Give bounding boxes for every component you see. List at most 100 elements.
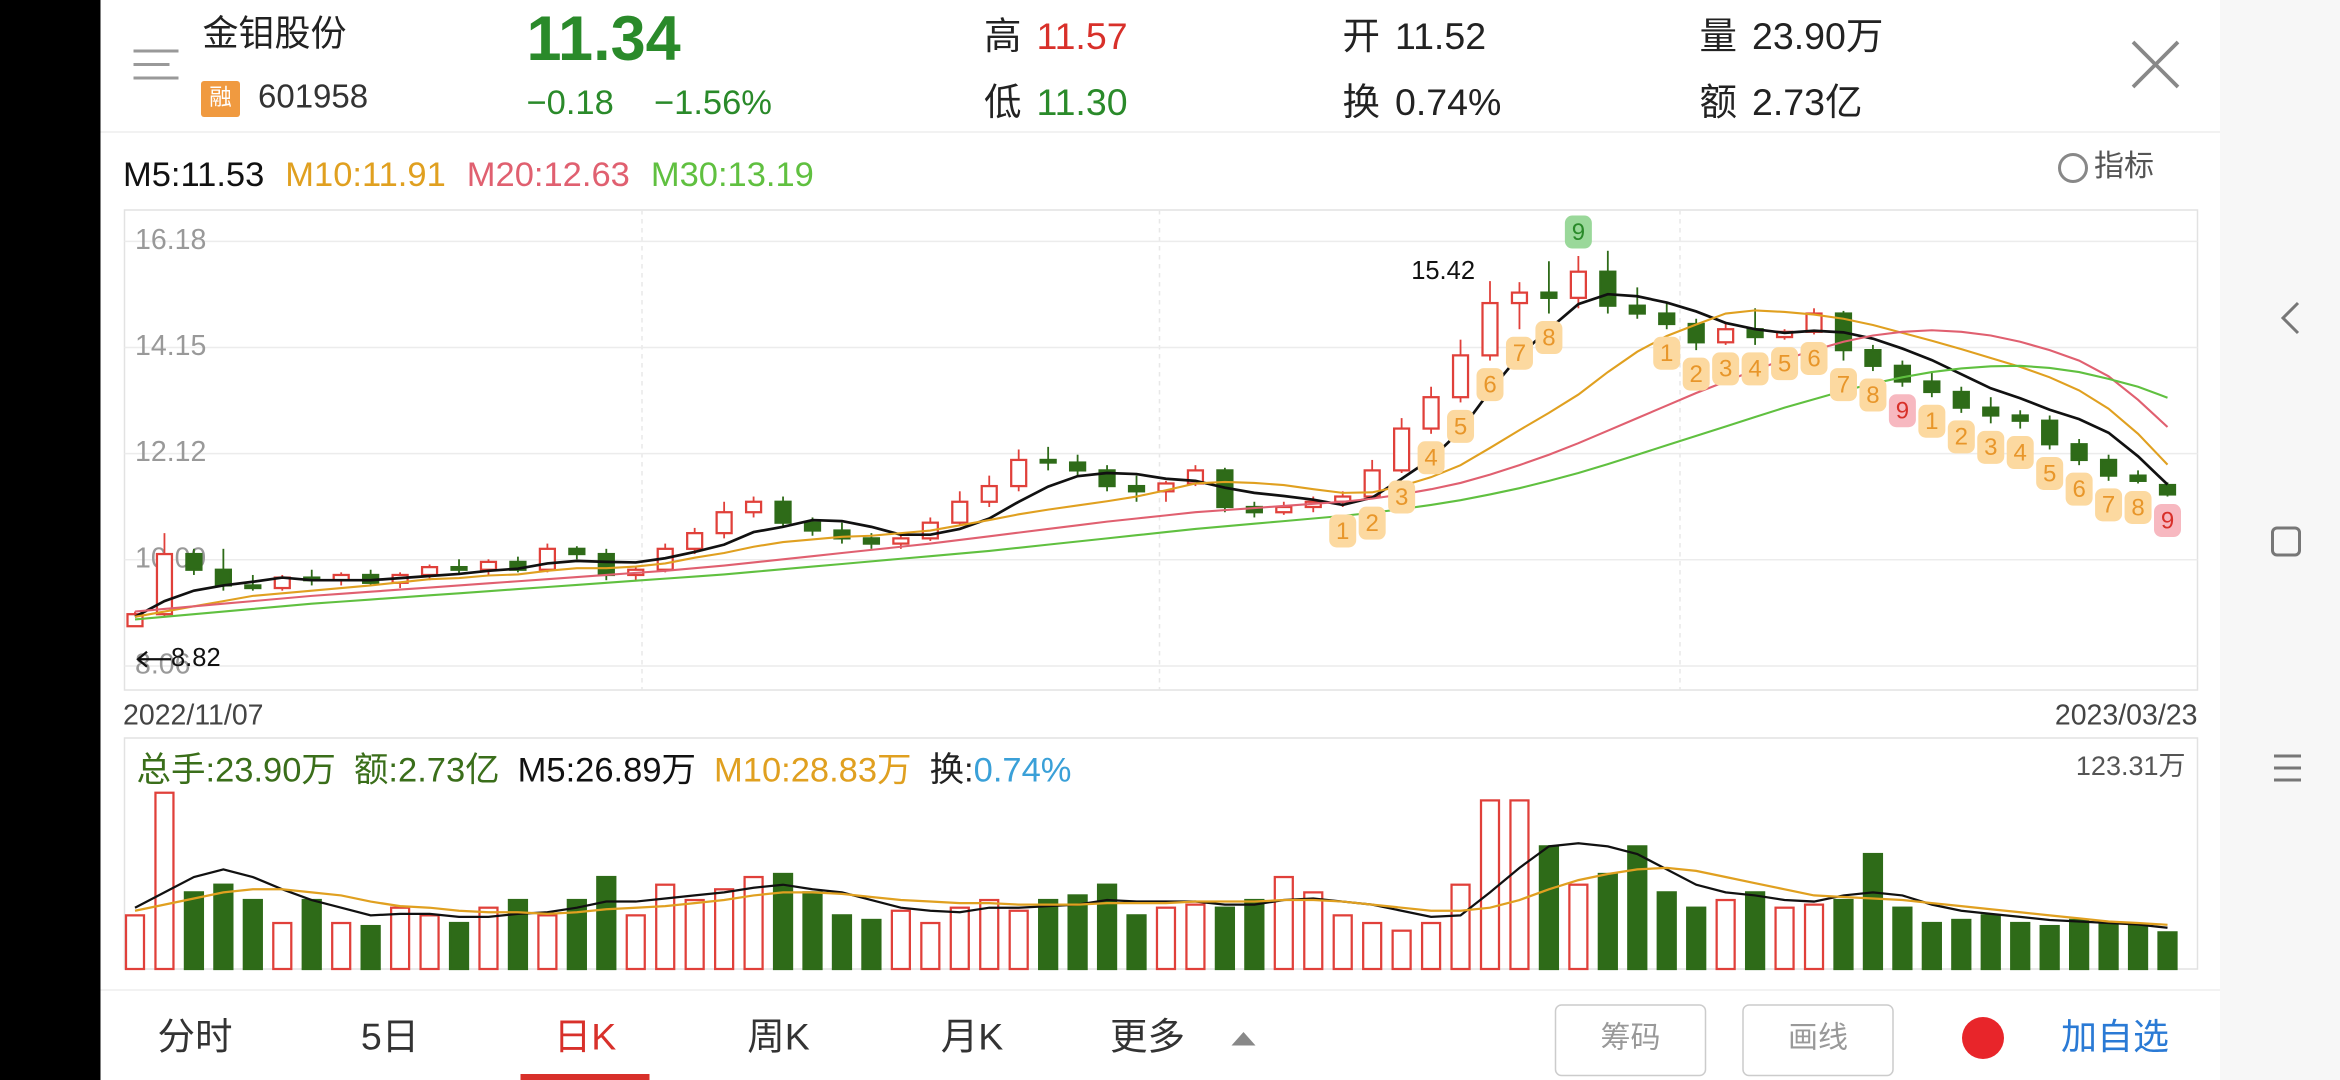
td-badge	[1800, 341, 1828, 375]
td-badge	[1682, 357, 1710, 391]
tab-underline	[520, 1074, 650, 1080]
legend-entry: M20:12.63	[467, 156, 630, 194]
td-count: 7	[2102, 492, 2115, 519]
button-box[interactable]	[1742, 1004, 1894, 1077]
td-badge	[1859, 378, 1887, 412]
td-badge	[1888, 394, 1916, 428]
td-count: 7	[1837, 371, 1850, 398]
volume-bar	[1862, 852, 1884, 971]
tab[interactable]: 日K	[554, 1015, 617, 1057]
volume-bar	[507, 898, 529, 971]
candle-body	[862, 537, 881, 545]
td-badge	[1653, 336, 1681, 370]
more-arrow[interactable]	[1231, 1032, 1256, 1046]
stat-label: 高	[984, 15, 1022, 57]
td-count: 3	[1984, 434, 1997, 461]
draw-button[interactable]: 画线	[1788, 1021, 1848, 1054]
candle-body	[479, 560, 498, 571]
change: −0.18	[527, 84, 614, 122]
td-badge	[1417, 441, 1445, 475]
volume-bar	[1627, 845, 1648, 971]
td-count: 5	[2043, 460, 2056, 487]
add-watchlist[interactable]: 加自选	[2061, 1016, 2169, 1057]
volume-bar	[1803, 903, 1825, 971]
stat-label: 额	[1700, 81, 1738, 123]
volume-bar	[890, 909, 911, 971]
td-badge	[2124, 490, 2152, 524]
td-count: 4	[1424, 445, 1437, 472]
volume-legend: M10:28.83万	[714, 752, 912, 790]
td-badge	[1564, 215, 1592, 249]
close-button[interactable]	[2131, 40, 2180, 89]
tab[interactable]: 分时	[158, 1015, 233, 1057]
end-date: 2023/03/23	[2055, 700, 2198, 732]
td-badge	[2065, 472, 2093, 506]
nav-menu[interactable]	[2274, 754, 2301, 782]
volume-bar	[1332, 914, 1353, 971]
ma-line	[134, 364, 2168, 621]
tab[interactable]: 月K	[941, 1015, 1004, 1057]
volume-bar	[1244, 898, 1265, 971]
tab[interactable]: 周K	[747, 1015, 810, 1057]
candle-body	[538, 547, 557, 571]
indicator-button[interactable]: 指标	[2094, 150, 2154, 183]
button-box[interactable]	[1554, 1004, 1707, 1077]
volume-bar	[1420, 921, 1442, 971]
indicator-icon[interactable]	[2058, 153, 2088, 183]
stock-code: 601958	[258, 78, 368, 115]
record-dot[interactable]	[1962, 1017, 2004, 1059]
volume-bar	[1185, 903, 1206, 971]
candle-body	[1422, 396, 1440, 430]
td-badge	[2006, 436, 2034, 470]
candle-body	[1864, 349, 1882, 367]
candle-body	[214, 568, 232, 587]
volume-bar	[1509, 799, 1530, 971]
candle-body	[1717, 328, 1735, 344]
stat-value: 11.52	[1395, 15, 1486, 57]
stat-value: 11.57	[1037, 15, 1128, 57]
td-badge	[1712, 352, 1740, 386]
td-count: 3	[1395, 484, 1408, 511]
candle-body	[420, 565, 439, 577]
td-count: 2	[1690, 361, 1703, 388]
nav-home[interactable]	[2271, 526, 2301, 557]
y-tick-label: 16.18	[135, 224, 206, 256]
stat-label: 低	[984, 81, 1022, 123]
td-badge	[1918, 404, 1946, 438]
volume-bar	[360, 924, 381, 971]
volume-bar	[625, 914, 646, 971]
volume-bar	[802, 891, 823, 971]
volume-bar	[1273, 875, 1294, 971]
v-grid	[641, 210, 1681, 690]
candle-body	[892, 537, 910, 545]
td-count: 8	[1542, 324, 1555, 351]
candle-body	[2070, 443, 2088, 462]
nav-back[interactable]	[2280, 301, 2300, 335]
menu-icon[interactable]	[133, 49, 179, 80]
volume-bar	[596, 875, 617, 971]
candle-body	[1628, 304, 1646, 315]
volume-legend: M5:26.89万	[518, 752, 696, 790]
chips-button[interactable]: 筹码	[1601, 1021, 1661, 1054]
legend-entry: M5:11.53	[123, 156, 264, 194]
candle-body	[803, 521, 822, 532]
ma-line	[134, 292, 2169, 618]
volume-bar	[1067, 894, 1088, 971]
volume-bar	[242, 898, 263, 971]
tab[interactable]: 更多	[1110, 1015, 1185, 1057]
td-count: 1	[1336, 518, 1349, 545]
volume-bar	[1479, 799, 1501, 971]
td-count: 8	[2131, 494, 2144, 521]
volume-bar	[2157, 931, 2178, 971]
td-count: 7	[1513, 340, 1526, 367]
volume-bar	[1538, 845, 1560, 971]
candle-body	[1481, 301, 1499, 357]
badge-text: 融	[209, 85, 232, 110]
td-badge	[1947, 420, 1975, 454]
tab[interactable]: 5日	[361, 1015, 419, 1057]
td-badge	[2154, 504, 2181, 538]
candle-body	[1039, 458, 1057, 464]
td-badge	[2095, 488, 2123, 522]
td-count: 1	[1660, 340, 1673, 367]
candle-body	[744, 500, 763, 514]
